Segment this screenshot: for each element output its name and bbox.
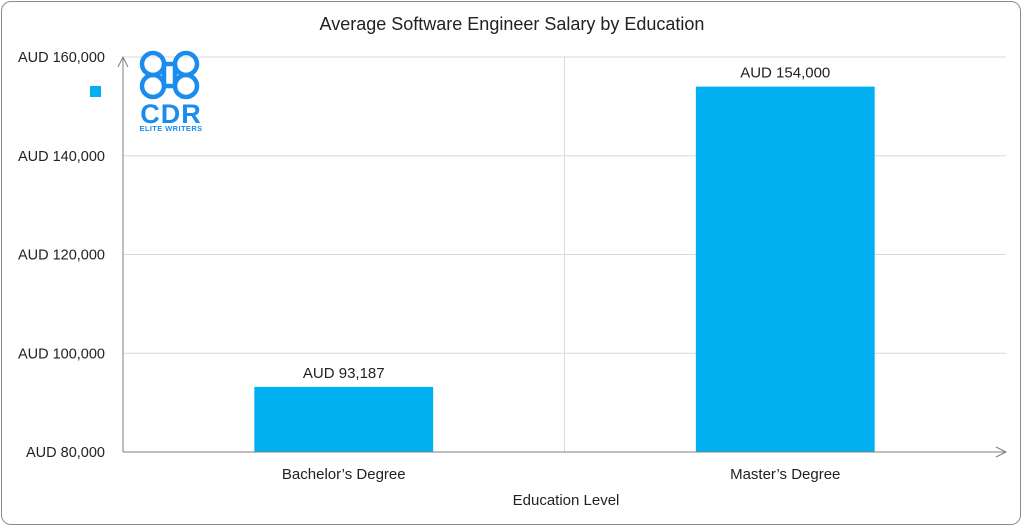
logo-text: CDR [140, 99, 202, 129]
cdr-logo: CDR ELITE WRITERS [139, 50, 202, 133]
cdr-logo-mark-icon [139, 50, 200, 100]
y-tick-label: AUD 120,000 [18, 248, 105, 264]
y-axis-ticks: AUD 80,000 AUD 100,000 AUD 120,000 AUD 140,… [18, 50, 105, 461]
x-axis-ticks: Bachelor’s Degree Master’s Degree [282, 466, 841, 483]
x-axis-arrow-icon [995, 446, 1008, 458]
legend-marker [90, 86, 101, 97]
y-axis-arrow-icon [117, 55, 129, 68]
y-tick-label: AUD 80,000 [26, 445, 105, 461]
y-tick-label: AUD 100,000 [18, 346, 105, 362]
chart-title: Average Software Engineer Salary by Educ… [320, 14, 705, 34]
axes [117, 55, 1008, 458]
data-label: AUD 93,187 [303, 365, 385, 382]
bar [254, 386, 434, 452]
y-tick-label: AUD 140,000 [18, 149, 105, 165]
bars: AUD 93,187 AUD 154,000 [254, 65, 875, 452]
x-tick-label: Master’s Degree [730, 466, 840, 483]
data-label: AUD 154,000 [740, 65, 830, 82]
x-axis-title: Education Level [513, 492, 620, 509]
logo-subtext: ELITE WRITERS [139, 124, 202, 133]
x-tick-label: Bachelor’s Degree [282, 466, 406, 483]
y-tick-label: AUD 160,000 [18, 50, 105, 66]
bar [695, 86, 875, 452]
